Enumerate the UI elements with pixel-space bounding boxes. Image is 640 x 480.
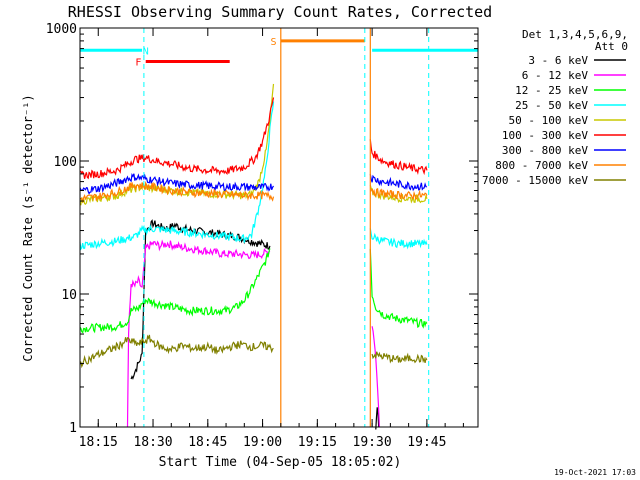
- legend-label: 6 - 12 keV: [522, 69, 589, 82]
- state-label-S: S: [271, 37, 277, 48]
- series-3: [79, 101, 428, 251]
- series-line-5: [369, 139, 428, 176]
- x-tick-label: 19:00: [243, 435, 282, 450]
- legend-label: 50 - 100 keV: [509, 114, 589, 127]
- series-line-0: [130, 219, 271, 380]
- series-line-8: [79, 334, 274, 369]
- series-line-6: [79, 173, 275, 195]
- y-tick-label: 1: [69, 421, 77, 436]
- series-line-2: [79, 248, 271, 334]
- x-tick-label: 18:15: [79, 435, 118, 450]
- legend-label: 3 - 6 keV: [528, 54, 588, 67]
- series-0: [130, 219, 380, 430]
- series-6: [79, 173, 427, 195]
- y-axis-label: Corrected Count Rate (s⁻¹ detector⁻¹): [21, 94, 35, 361]
- series-line-7: [79, 181, 275, 204]
- legend-header: Det 1,3,4,5,6,9,: [522, 28, 628, 41]
- state-label-F: F: [135, 57, 141, 68]
- y-tick-label: 100: [54, 155, 77, 170]
- x-tick-label: 19:45: [407, 435, 446, 450]
- x-tick-label: 19:15: [298, 435, 337, 450]
- legend-label: 7000 - 15000 keV: [482, 174, 588, 187]
- series-7: [79, 28, 428, 427]
- legend-label: 300 - 800 keV: [502, 144, 588, 157]
- x-tick-label: 19:30: [353, 435, 392, 450]
- legend-label: 100 - 300 keV: [502, 129, 588, 142]
- series-2: [79, 248, 428, 334]
- series-line-8: [371, 351, 428, 364]
- series-line-6: [369, 173, 427, 192]
- series-line-3: [79, 101, 275, 251]
- x-tick-label: 18:45: [188, 435, 227, 450]
- legend-header: Att 0: [595, 40, 628, 53]
- series-line-1: [371, 326, 380, 428]
- series-line-1: [126, 239, 271, 428]
- series-line-0: [375, 407, 380, 430]
- x-tick-label: 18:30: [133, 435, 172, 450]
- series-line-2: [369, 248, 428, 329]
- legend-label: 800 - 7000 keV: [495, 159, 588, 172]
- series-5: [79, 97, 428, 180]
- y-tick-label: 10: [61, 288, 77, 303]
- state-label-N: N: [143, 46, 149, 57]
- plot-frame: [79, 27, 479, 428]
- series-line-5: [79, 97, 275, 180]
- timestamp-footer: 19-Oct-2021 17:03: [554, 468, 636, 477]
- series-line-3: [369, 228, 428, 250]
- series-8: [79, 334, 428, 369]
- x-axis-label: Start Time (04-Sep-05 18:05:02): [159, 455, 402, 470]
- series-line-7: [370, 187, 428, 200]
- series-1: [126, 239, 380, 428]
- legend-label: 25 - 50 keV: [515, 99, 588, 112]
- chart-title: RHESSI Observing Summary Count Rates, Co…: [68, 3, 492, 21]
- legend-label: 12 - 25 keV: [515, 84, 588, 97]
- y-tick-label: 1000: [46, 22, 77, 37]
